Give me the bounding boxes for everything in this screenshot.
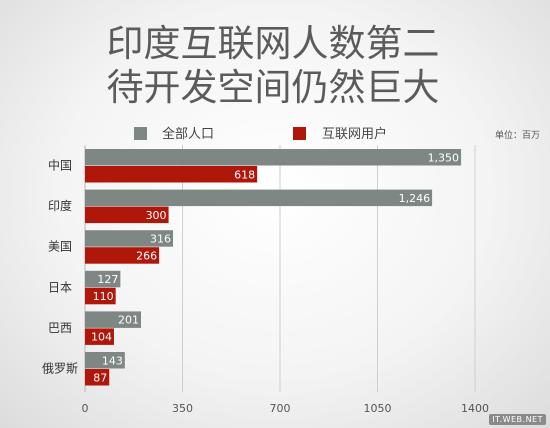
chart-title-line-2: 待开发空间仍然巨大 [107,66,440,109]
legend-swatch-internet-users [293,127,306,140]
legend-swatch-total-population [134,127,147,140]
legend-label-total-population: 全部人口 [162,126,214,142]
bar-total-population-3 [85,270,121,288]
chart-title-line-1: 印度互联网人数第二 [107,22,440,65]
category-label-5: 俄罗斯 [42,362,78,376]
data-label-internet-users-3: 110 [93,290,114,303]
bar-internet-users-3 [85,287,116,305]
legend-label-internet-users: 互联网用户 [322,126,387,142]
data-label-total-population-2: 316 [150,232,171,245]
chart-title: 印度互联网人数第二 待开发空间仍然巨大 [107,22,440,109]
bar-total-population-1 [85,189,433,207]
x-tick-label-350: 350 [172,402,193,415]
bar-internet-users-0 [85,166,258,183]
x-tick-label-1050: 1050 [364,402,392,415]
data-label-internet-users-4: 104 [91,331,112,344]
bar-total-population-2 [85,230,174,247]
x-tick-label-700: 700 [270,402,291,415]
bar-total-population-5 [85,352,125,369]
bar-internet-users-5 [85,369,110,386]
category-label-4: 巴西 [48,321,72,335]
x-tick-label-1400: 1400 [461,402,489,415]
data-label-total-population-1: 1,246 [399,192,431,205]
unit-note: 单位：百万 [495,129,540,141]
grid-lines [84,145,476,392]
bar-internet-users-1 [85,206,169,224]
bar-internet-users-4 [85,328,114,345]
data-label-internet-users-2: 266 [136,249,157,262]
bar-total-population-0 [85,149,462,166]
data-label-total-population-4: 201 [118,314,139,327]
bars: 1,350 618 1,246 300 316 266 127 110 201 104 143 87 [85,149,462,386]
x-tick-label-0: 0 [82,402,89,415]
watermark: IT.WEB.NET [489,414,546,425]
category-label-3: 日本 [48,280,72,294]
bar-internet-users-2 [85,247,160,264]
data-label-internet-users-5: 87 [93,371,107,384]
x-axis-ticks: 0 350 700 1050 1400 [82,402,490,415]
data-label-total-population-0: 1,350 [428,151,460,164]
category-label-2: 美国 [48,240,72,254]
data-label-internet-users-0: 618 [234,168,255,181]
category-label-1: 印度 [48,198,72,213]
bar-total-population-4 [85,311,141,328]
data-label-total-population-3: 127 [97,273,118,286]
data-label-total-population-5: 143 [102,354,123,367]
legend: 全部人口 互联网用户 [134,126,387,142]
data-label-internet-users-1: 300 [146,209,167,222]
category-label-0: 中国 [48,158,72,173]
